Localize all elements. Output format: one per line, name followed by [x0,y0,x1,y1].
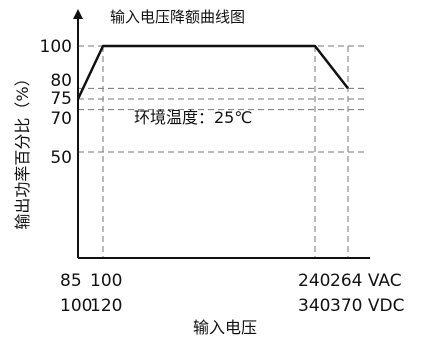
y-tick-70: 70 [50,109,72,129]
chart-title: 输入电压降额曲线图 [110,8,245,26]
series [76,44,349,100]
x-axis-label: 输入电压 [193,318,257,337]
x-tick-vdc-1: 120 [90,296,122,316]
x-tick-vdc-3: 370 VDC [330,296,404,316]
x-tick-vac-2: 240 [298,271,330,291]
x-tick-vdc-2: 340 [298,296,330,316]
derating-line [76,44,349,100]
y-tick-75: 75 [50,89,72,109]
x-tick-vac-0: 85 [60,271,82,291]
y-tick-50: 50 [50,148,72,168]
y-axis-label: 输出功率百分比（%） [13,70,32,229]
x-tick-vac-3: 264 VAC [330,271,402,291]
y-tick-100: 100 [40,37,72,57]
grid [78,45,366,258]
temperature-annotation: 环境温度：25℃ [134,108,252,127]
x-tick-vac-1: 100 [90,271,122,291]
x-tick-vdc-0: 100 [60,296,92,316]
axes [73,9,370,259]
y-tick-80: 80 [50,71,72,91]
